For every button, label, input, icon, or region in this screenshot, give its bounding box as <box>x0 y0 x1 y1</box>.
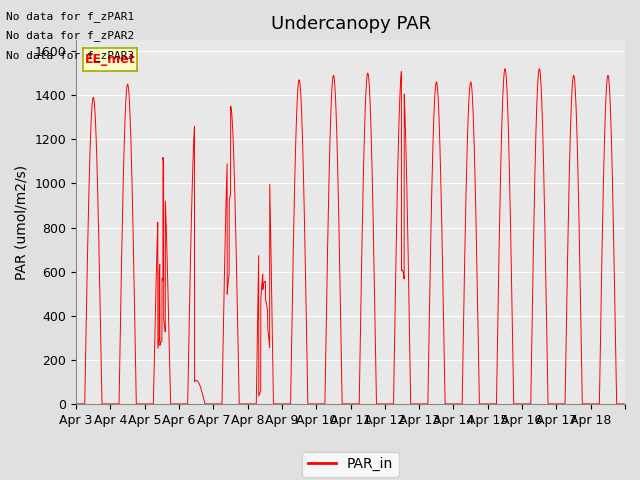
Y-axis label: PAR (umol/m2/s): PAR (umol/m2/s) <box>15 165 29 279</box>
Legend: PAR_in: PAR_in <box>303 452 399 477</box>
Title: Undercanopy PAR: Undercanopy PAR <box>271 15 431 33</box>
Text: No data for f_zPAR3: No data for f_zPAR3 <box>6 49 134 60</box>
Text: No data for f_zPAR2: No data for f_zPAR2 <box>6 30 134 41</box>
Text: No data for f_zPAR1: No data for f_zPAR1 <box>6 11 134 22</box>
Text: EE_met: EE_met <box>84 53 135 66</box>
